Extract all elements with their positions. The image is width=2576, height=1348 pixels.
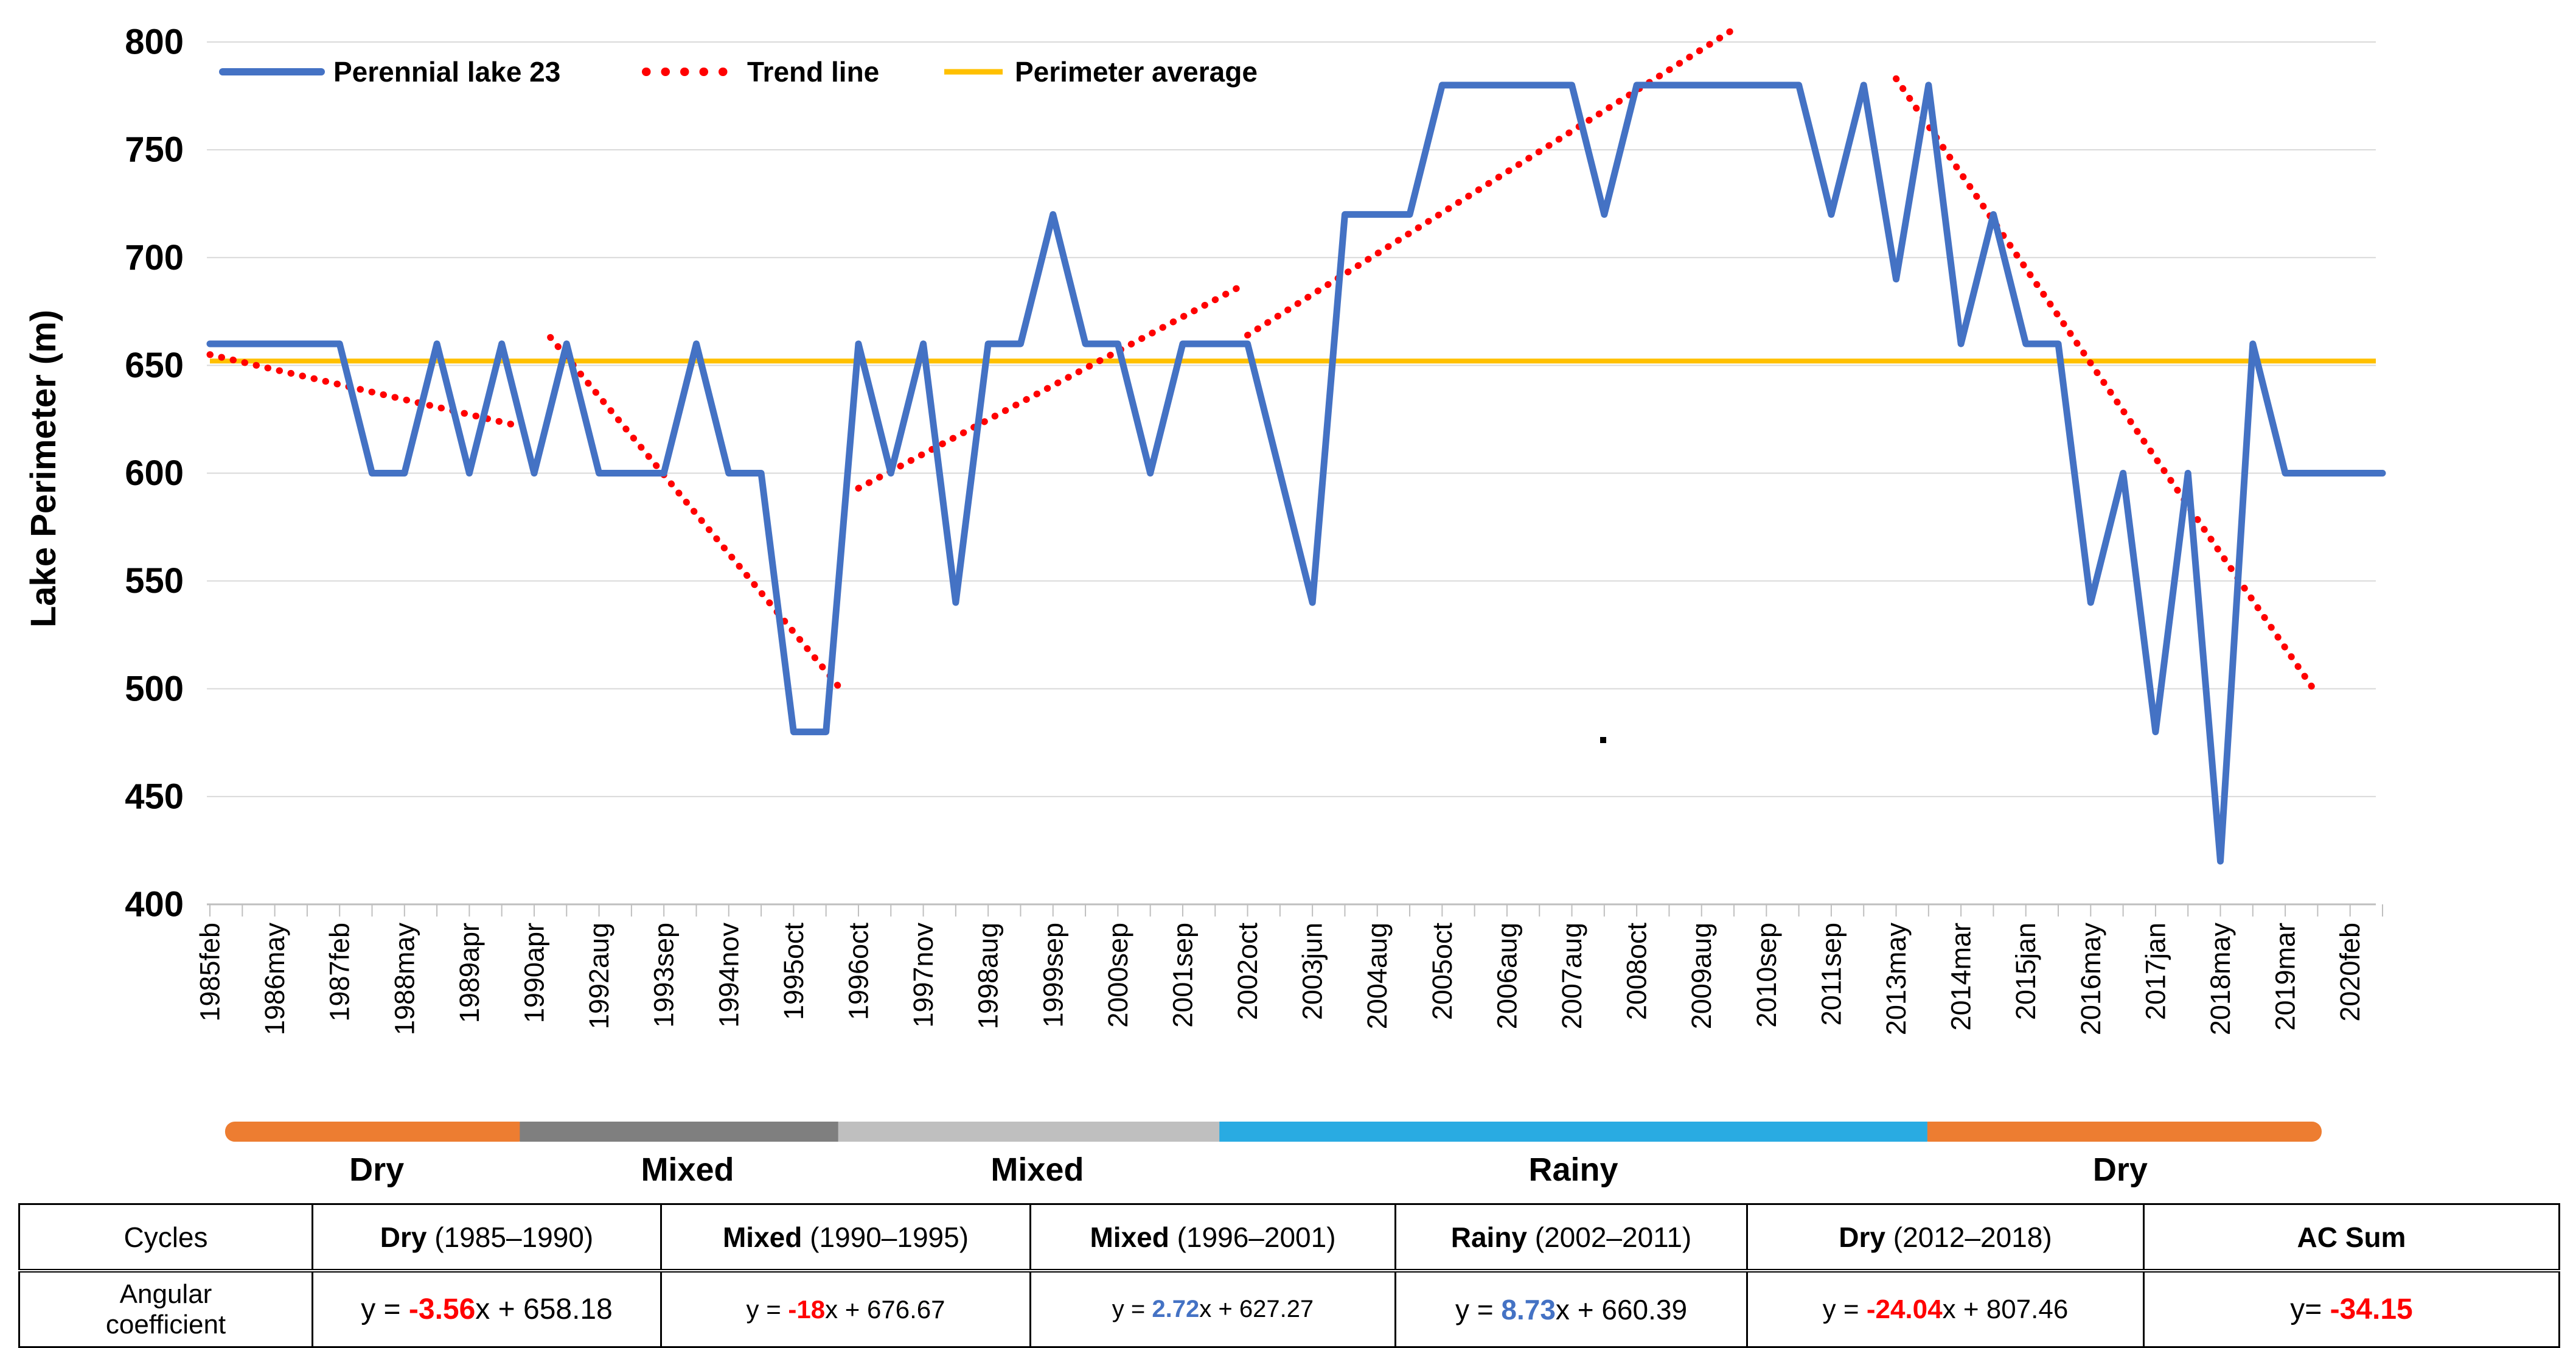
band-segment: [1918, 1122, 2322, 1142]
lake-perimeter-chart: 400 450 500 550 600 650 700 750 800 1985feb 1986ma…: [24, 23, 2386, 1188]
x-tick-label: 2014mar: [1946, 923, 1977, 1031]
table-header-row: Cycles Dry (1985–1990) Mixed (1990–1995) Mi…: [18, 1203, 2560, 1273]
x-tick-label: 1994nov: [713, 923, 744, 1028]
x-tick-label: 2010sep: [1751, 923, 1782, 1028]
x-tick-label: 1987feb: [324, 923, 355, 1022]
y-tick-label: 600: [125, 453, 184, 493]
y-tick-label: 500: [125, 669, 184, 708]
y-tick-label: 750: [125, 130, 184, 170]
x-tick-label: 1996oct: [843, 923, 874, 1021]
trend-line-segment: [547, 334, 846, 694]
cycle-header-cell: Dry (1985–1990): [312, 1203, 662, 1273]
band-segment: [225, 1122, 529, 1142]
x-tick-label: 1992aug: [583, 923, 614, 1029]
x-tick-label: 1988may: [389, 923, 420, 1036]
x-tick-label: 2004aug: [1362, 923, 1393, 1029]
trend-line-segment: [1893, 75, 2321, 699]
cycle-header-cell: Rainy (2002–2011): [1394, 1203, 1748, 1273]
x-tick-label: 2007aug: [1556, 923, 1587, 1029]
x-tick-label: 1990apr: [518, 923, 549, 1023]
x-tick-label: 1985feb: [195, 923, 226, 1022]
lake-perimeter-series: [206, 82, 2386, 865]
x-tick-label: 2001sep: [1167, 923, 1198, 1028]
y-tick-label: 800: [125, 23, 184, 62]
band-label-dry: Dry: [2093, 1151, 2148, 1188]
x-tick-label: 2008oct: [1621, 923, 1652, 1021]
y-tick-label: 450: [125, 777, 184, 816]
x-tick-label: 2015jan: [2010, 923, 2041, 1020]
band-label-dry: Dry: [349, 1151, 404, 1188]
trend-line-segment: [206, 351, 521, 430]
trend-line-segment: [1244, 26, 1738, 339]
trend-line-segment: [855, 284, 1242, 492]
coefficient-equation-cell: y= -34.15: [2143, 1269, 2560, 1348]
artifact-dot: [1600, 737, 1606, 743]
table-coefficient-row: Angular coefficient y = -3.56x + 658.18 y =…: [18, 1269, 2560, 1348]
x-tick-label: 1997nov: [908, 923, 939, 1028]
x-tick-label: 1998aug: [973, 923, 1004, 1029]
cycle-header-cell: Dry (2012–2018): [1746, 1203, 2145, 1273]
coefficient-equation-cell: y = -3.56x + 658.18: [312, 1269, 662, 1348]
x-tick-label: 1989apr: [454, 923, 485, 1023]
band-segment: [520, 1122, 855, 1142]
x-tick-label: 2020feb: [2334, 923, 2365, 1022]
coefficient-equation-cell: y = 8.73x + 660.39: [1394, 1269, 1748, 1348]
x-tick-label: 1993sep: [649, 923, 680, 1028]
x-tick-label: 1999sep: [1037, 923, 1068, 1028]
band-label-mixed: Mixed: [641, 1151, 734, 1188]
y-tick-label: 550: [125, 561, 184, 601]
x-tick-label: 2013may: [1881, 923, 1912, 1036]
x-tick-label: 2018may: [2205, 923, 2236, 1036]
cycle-header-cell: Mixed (1996–2001): [1029, 1203, 1396, 1273]
x-tick-label: 2003jun: [1297, 923, 1328, 1020]
coefficient-equation-cell: y = 2.72x + 627.27: [1029, 1269, 1396, 1348]
x-tick-label: 1986may: [259, 923, 290, 1036]
y-tick-label: 700: [125, 238, 184, 278]
x-tick-label: 2002oct: [1232, 923, 1263, 1021]
coefficient-equation-cell: y = -18x + 676.67: [660, 1269, 1031, 1348]
chart-canvas: 400 450 500 550 600 650 700 750 800 1985feb 1986ma…: [125, 23, 2386, 1188]
angular-coefficient-table: Cycles Dry (1985–1990) Mixed (1990–1995) Mi…: [18, 1203, 2560, 1348]
band-segment: [1219, 1122, 1927, 1142]
x-tick-label: 2009aug: [1686, 923, 1717, 1029]
cycles-header-cell: Cycles: [18, 1203, 313, 1273]
cycle-header-cell: AC Sum: [2143, 1203, 2560, 1273]
x-tick-label: 2017jan: [2140, 923, 2171, 1020]
x-tick-label: 2011sep: [1815, 923, 1847, 1025]
x-tick-label: 1995oct: [778, 923, 809, 1021]
cycle-header-cell: Mixed (1990–1995): [660, 1203, 1031, 1273]
legend-label-average: Perimeter average: [1015, 56, 1258, 88]
legend-label-trend: Trend line: [747, 56, 879, 88]
band-segment: [838, 1122, 1237, 1142]
y-tick-label: 400: [125, 885, 184, 924]
band-label-rainy: Rainy: [1528, 1151, 1618, 1188]
y-axis-title: Lake Perimeter (m): [24, 309, 63, 628]
y-tick-label: 650: [125, 346, 184, 385]
x-tick-label: 2005oct: [1427, 923, 1458, 1021]
band-label-mixed: Mixed: [990, 1151, 1084, 1188]
x-tick-label: 2000sep: [1102, 923, 1133, 1028]
x-tick-label: 2006aug: [1491, 923, 1522, 1029]
angular-coefficient-label-cell: Angular coefficient: [18, 1269, 313, 1348]
legend-label-series: Perennial lake 23: [333, 56, 560, 88]
x-tick-label: 2019mar: [2270, 923, 2301, 1031]
coefficient-equation-cell: y = -24.04x + 807.46: [1746, 1269, 2145, 1348]
x-tick-label: 2016may: [2075, 923, 2106, 1036]
